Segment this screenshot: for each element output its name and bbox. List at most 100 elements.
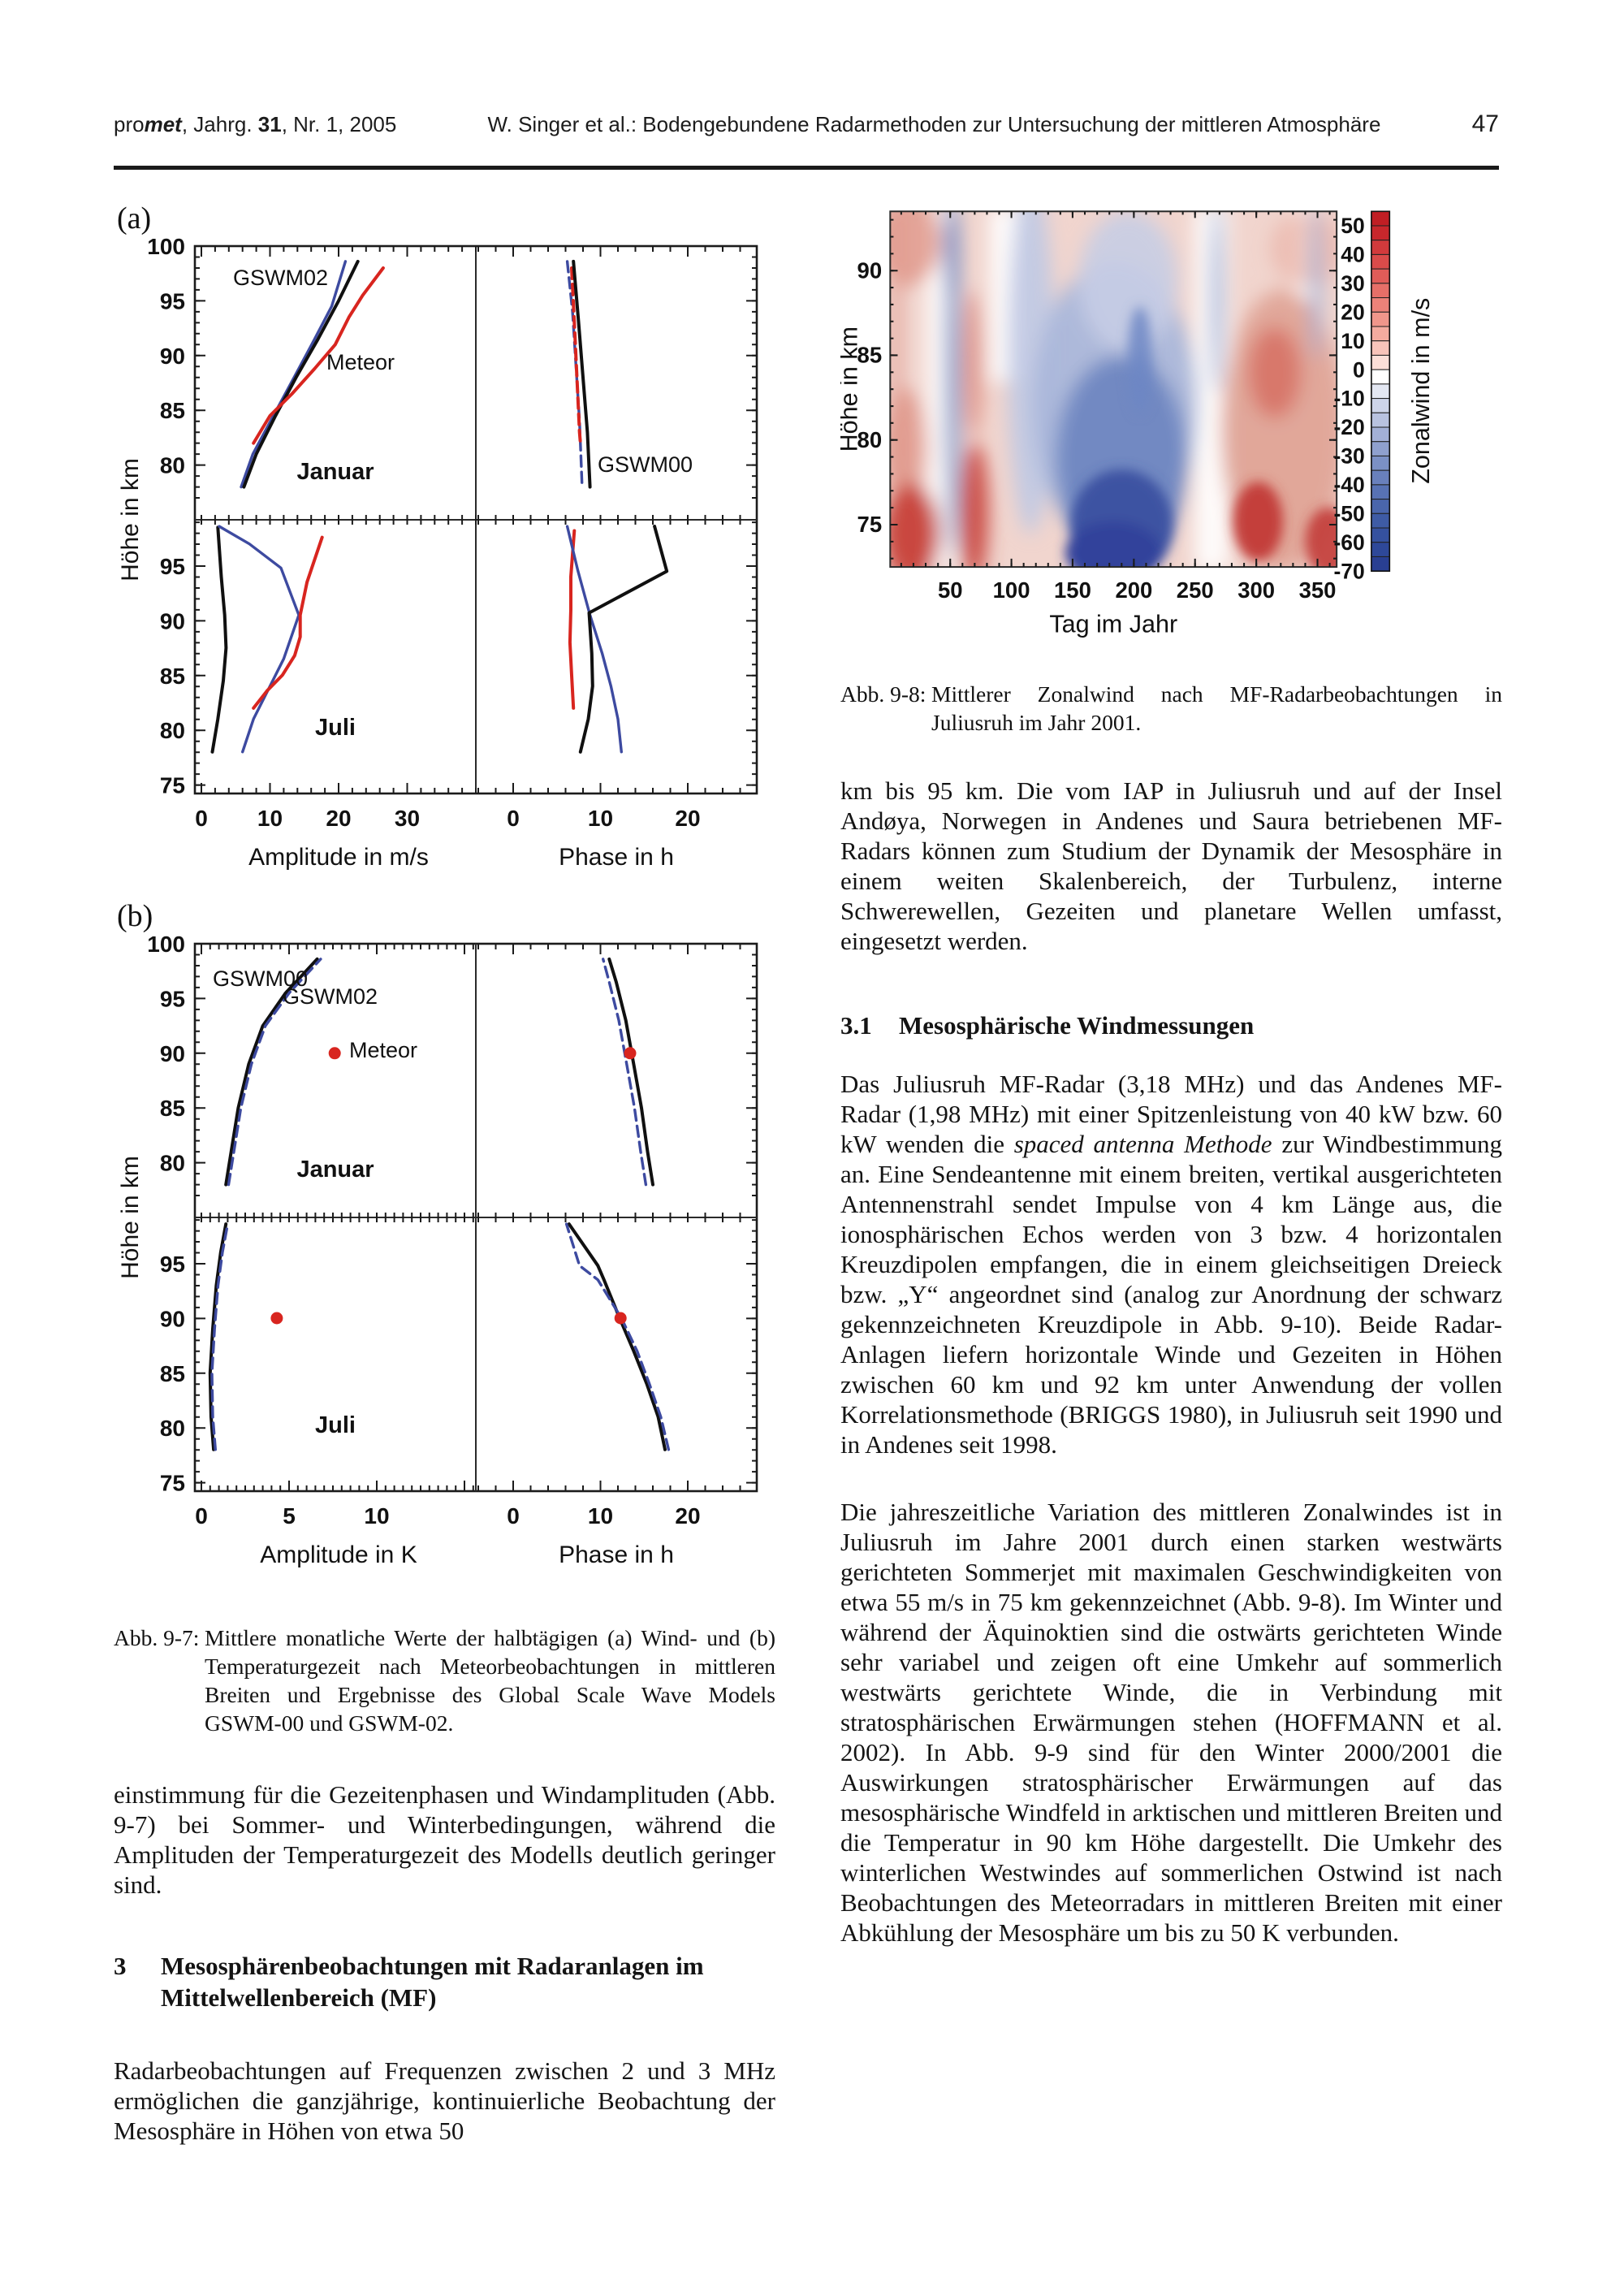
axis-ticks (512, 944, 689, 954)
colorbar-segment (1371, 484, 1390, 500)
gswm00-line (578, 525, 669, 754)
colorbar-segment (1371, 398, 1390, 413)
section-title: Mesosphärenbeobachtungen mit Radaranlage… (161, 1952, 704, 2012)
axis-ticks (949, 558, 1319, 568)
caption-abb-9-7: Abb. 9-7: Mittlere monatliche Werte der … (114, 1624, 775, 1737)
figure-b-frame (193, 942, 758, 1493)
tick-label: 10 (364, 1503, 389, 1529)
tick-label: 10 (588, 1503, 613, 1529)
tick-label: 20 (675, 806, 700, 831)
series-label-gswm00: GSWM00 (213, 966, 308, 991)
tick-label: 95 (160, 986, 185, 1011)
tick-label: 5 (283, 1503, 296, 1529)
x-tick-labels-amplitude: 0 10 20 30 (195, 806, 420, 831)
tick-label: 100 (993, 577, 1030, 603)
tick-label: 90 (160, 608, 185, 633)
colorbar-segment (1371, 297, 1390, 313)
gswm02-line (210, 1222, 230, 1451)
tick-label: 20 (1341, 300, 1364, 324)
x-axis-title-amplitude: Amplitude in m/s (248, 844, 429, 871)
colorbar-segment (1371, 383, 1390, 400)
axis-ticks (195, 565, 205, 786)
tick-label: 0 (195, 806, 208, 831)
tick-label: 95 (160, 288, 185, 313)
y-tick-labels: 90 85 80 75 (857, 257, 883, 537)
section-number: 3 (114, 1952, 127, 1980)
tick-label: -10 (1333, 387, 1364, 411)
tick-label: 0 (1353, 357, 1365, 382)
axis-ticks (1328, 270, 1337, 525)
tick-label: 40 (1341, 243, 1364, 267)
section-number: 3.1 (840, 1011, 872, 1040)
colorbar-segment (1371, 253, 1390, 270)
colorbar-segment (1371, 556, 1390, 572)
tick-label: 95 (160, 554, 185, 579)
colorbar-segment (1371, 412, 1390, 428)
x-tick-labels-phase: 0 10 20 (507, 806, 700, 831)
tick-label: 10 (257, 806, 283, 831)
colorbar-segment (1371, 527, 1390, 543)
series-label-gswm02: GSWM02 (283, 984, 378, 1009)
colorbar-segment (1371, 311, 1390, 327)
month-label-juli: Juli (315, 1412, 356, 1438)
colorbar-segment (1371, 369, 1390, 385)
gswm00-line (210, 525, 228, 754)
paragraph-right-3: Die jahreszeitliche Variation des mittle… (840, 1498, 1502, 1947)
axis-ticks (201, 1481, 465, 1491)
y-tick-labels-bottom: 95 90 85 80 75 (160, 1252, 185, 1496)
gswm02-line (564, 1222, 671, 1451)
colorbar-segment (1371, 542, 1390, 557)
page-number: 47 (1471, 110, 1499, 137)
figure-b-panel-label: (b) (117, 899, 153, 933)
series-label-meteor: Meteor (349, 1038, 417, 1062)
tick-label: 80 (160, 1416, 185, 1441)
panel-juli-amplitude (208, 1222, 283, 1451)
panel-juli-phase (564, 1222, 671, 1451)
header-rule (114, 166, 1499, 170)
tick-label: 50 (938, 577, 963, 603)
axis-ticks (512, 1481, 689, 1491)
axis-ticks (201, 515, 477, 520)
colorbar-border (1371, 210, 1391, 572)
figure-b-y-axis-label: Höhe in km (117, 1156, 144, 1279)
tick-label: 0 (507, 806, 520, 831)
gswm02-line (602, 958, 648, 1187)
running-title: W. Singer et al.: Bodengebundene Radarme… (487, 112, 1381, 136)
section-heading-3: 3 Mesosphärenbeobachtungen mit Radaranla… (114, 1950, 775, 2013)
colorbar-segment (1371, 455, 1390, 471)
tick-label: -70 (1333, 559, 1364, 583)
heatmap-field (890, 211, 1337, 568)
paragraph-right-2-italic: spaced antenna Methode (1013, 1130, 1272, 1158)
x-tick-labels: 50 100 150 200 250 300 350 (938, 577, 1336, 603)
tick-label: 85 (160, 664, 185, 689)
paragraph-left-2: Radarbeobachtungen auf Frequenzen zwisch… (114, 2056, 775, 2145)
x-tick-labels-amplitude: 0 5 10 (195, 1503, 389, 1529)
tick-label: 90 (857, 257, 883, 283)
y-axis-title: Höhe in km (840, 326, 863, 452)
tick-label: 10 (588, 806, 613, 831)
tick-label: 30 (1341, 271, 1364, 296)
axis-ticks (746, 1263, 757, 1484)
tick-label: 75 (160, 773, 185, 798)
paragraph-right-2-part1: Das Juliusruh MF-Radar (3,18 MHz) und da… (840, 1070, 1502, 1158)
x-axis-title: Tag im Jahr (1049, 611, 1177, 638)
tick-label: -30 (1333, 444, 1364, 469)
tick-label: 80 (160, 1151, 185, 1176)
series-label-meteor: Meteor (326, 350, 395, 374)
meteor-point (614, 1312, 627, 1325)
caption-text: Mittlere monatliche Werte der halbtägige… (205, 1625, 775, 1736)
meteor-line (568, 529, 577, 710)
axis-ticks (195, 245, 205, 466)
caption-label: Abb. 9-8: (840, 681, 926, 707)
meteor-point (270, 1312, 283, 1325)
axis-ticks (512, 783, 689, 793)
y-tick-labels-top: 100 95 90 85 80 (147, 234, 185, 478)
gswm00-line (607, 957, 654, 1187)
colorbar-segment (1371, 326, 1390, 342)
meteor-line (570, 266, 582, 445)
colorbar-segment (1371, 283, 1390, 299)
gswm02-line (218, 525, 300, 754)
